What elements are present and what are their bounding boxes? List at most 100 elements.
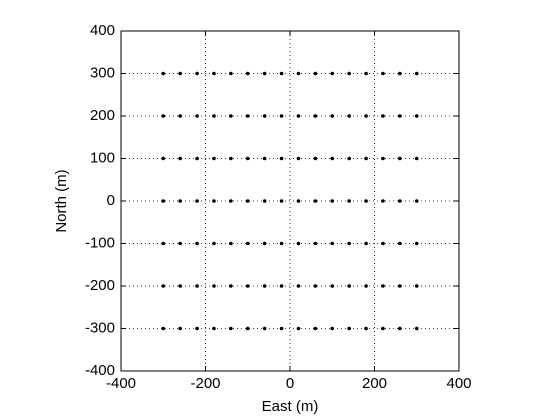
point xyxy=(161,284,166,288)
point xyxy=(398,199,402,203)
point xyxy=(178,326,182,331)
y-axis-label: North (m) xyxy=(53,169,70,232)
point xyxy=(178,284,182,288)
point xyxy=(245,71,250,76)
point xyxy=(195,71,199,76)
point xyxy=(212,156,216,161)
point xyxy=(212,326,216,331)
point xyxy=(414,284,419,288)
point xyxy=(398,114,402,118)
point xyxy=(414,71,419,76)
point xyxy=(414,326,419,331)
point xyxy=(313,114,318,118)
point xyxy=(414,241,419,246)
x-tick-label: 200 xyxy=(362,375,387,392)
y-tick-label: 200 xyxy=(90,107,115,124)
point xyxy=(364,114,368,118)
point xyxy=(161,241,166,246)
point xyxy=(347,114,351,118)
point xyxy=(229,199,233,203)
x-tick-label: -200 xyxy=(190,375,220,392)
point xyxy=(245,326,250,331)
point xyxy=(178,156,182,161)
point xyxy=(381,241,385,246)
point xyxy=(178,241,182,246)
point xyxy=(279,284,284,288)
y-tick-label: -200 xyxy=(85,277,115,294)
point xyxy=(161,199,166,203)
point xyxy=(279,199,284,203)
point xyxy=(262,326,267,331)
point xyxy=(279,114,284,118)
point xyxy=(414,156,419,161)
point xyxy=(195,241,199,246)
point xyxy=(330,326,335,331)
point xyxy=(313,241,318,246)
y-tick-label: 300 xyxy=(90,64,115,81)
point xyxy=(398,156,402,161)
point xyxy=(212,114,216,118)
point xyxy=(279,326,284,331)
point xyxy=(398,284,402,288)
x-tick-label: 0 xyxy=(286,375,294,392)
point xyxy=(212,199,216,203)
point xyxy=(347,71,351,76)
point xyxy=(161,114,166,118)
point xyxy=(330,71,335,76)
point xyxy=(347,241,351,246)
point xyxy=(229,241,233,246)
x-tick-label: 400 xyxy=(446,375,471,392)
point xyxy=(330,114,335,118)
point xyxy=(212,71,216,76)
point xyxy=(414,114,419,118)
point xyxy=(330,241,335,246)
y-tick-label: 0 xyxy=(107,192,115,209)
point xyxy=(364,284,368,288)
y-tick-label: -100 xyxy=(85,234,115,251)
point xyxy=(195,326,199,331)
point xyxy=(398,326,402,331)
point xyxy=(364,156,368,161)
point xyxy=(262,114,267,118)
point xyxy=(414,199,419,203)
point xyxy=(195,199,199,203)
point xyxy=(313,156,318,161)
point xyxy=(296,114,301,118)
point xyxy=(381,156,385,161)
point xyxy=(178,71,182,76)
point xyxy=(178,199,182,203)
point xyxy=(381,284,385,288)
point xyxy=(279,71,284,76)
point xyxy=(296,241,301,246)
point xyxy=(381,199,385,203)
point xyxy=(195,114,199,118)
point xyxy=(245,241,250,246)
point xyxy=(313,71,318,76)
point xyxy=(262,241,267,246)
point xyxy=(262,71,267,76)
point xyxy=(279,241,284,246)
point xyxy=(296,284,301,288)
point xyxy=(381,71,385,76)
point xyxy=(229,284,233,288)
point xyxy=(262,156,267,161)
point xyxy=(313,284,318,288)
point xyxy=(229,326,233,331)
point xyxy=(313,199,318,203)
point xyxy=(364,241,368,246)
point xyxy=(195,156,199,161)
point xyxy=(296,326,301,331)
point xyxy=(364,71,368,76)
point xyxy=(347,199,351,203)
point xyxy=(296,156,301,161)
point xyxy=(161,156,166,161)
point xyxy=(245,284,250,288)
point xyxy=(381,326,385,331)
point xyxy=(330,156,335,161)
point xyxy=(296,71,301,76)
x-tick-label: -400 xyxy=(106,375,136,392)
point xyxy=(245,114,250,118)
point xyxy=(195,284,199,288)
point xyxy=(398,241,402,246)
